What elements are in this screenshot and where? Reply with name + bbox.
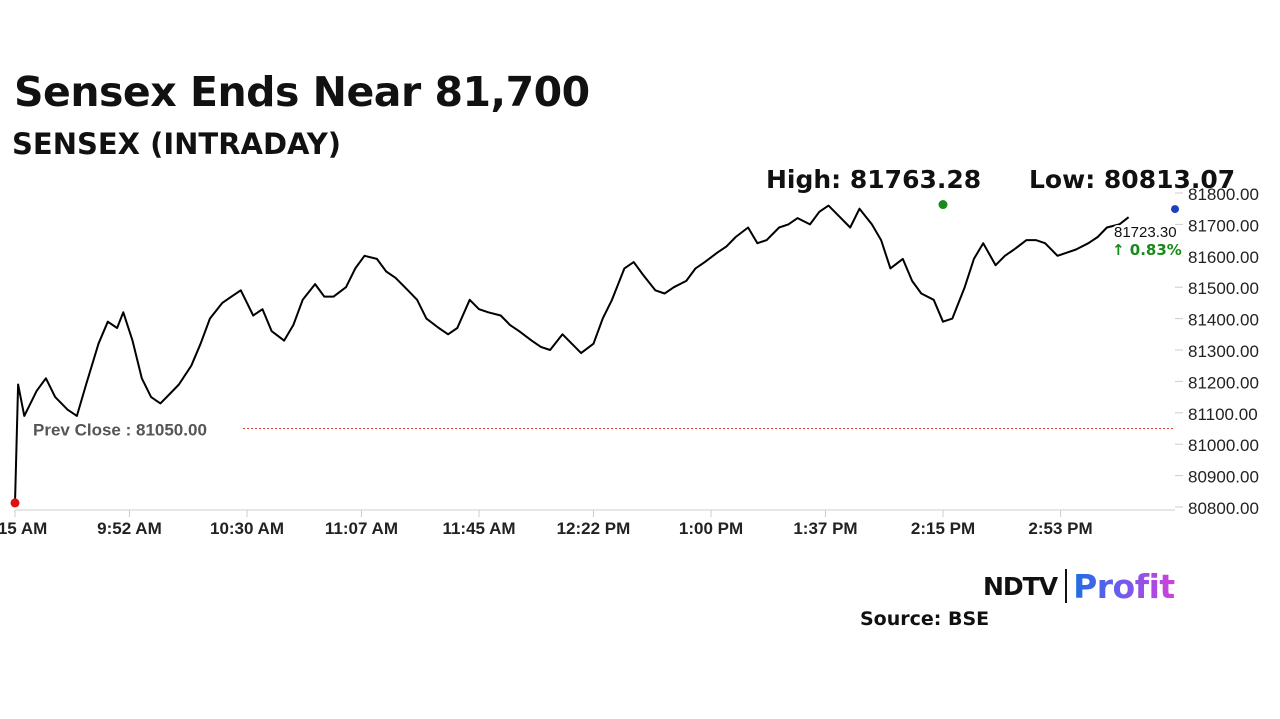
y-tick-label: 81500.00 — [1188, 279, 1259, 298]
y-tick-label: 80900.00 — [1188, 468, 1259, 487]
logo-divider — [1065, 569, 1068, 603]
logo-ndtv-text: NDTV — [983, 571, 1058, 601]
chart-axes: 81800.00 81700.00 81600.00 81500.00 81400.00… — [0, 185, 1259, 538]
source-note: Source: BSE — [860, 608, 990, 630]
chart-subtitle: SENSEX (INTRADAY) — [12, 127, 341, 161]
x-tick-label: 11:07 AM — [325, 519, 398, 538]
last-price-marker — [1171, 205, 1179, 214]
chart-headline: Sensex Ends Near 81,700 — [14, 68, 590, 116]
y-tick-label: 81100.00 — [1188, 405, 1258, 424]
prev-close-label: Prev Close : 81050.00 — [33, 421, 207, 440]
y-tick-label: 81800.00 — [1188, 185, 1259, 204]
x-tick-label: 10:30 AM — [210, 519, 284, 538]
day-high-marker — [938, 200, 948, 210]
y-tick-label: 81400.00 — [1188, 311, 1259, 330]
ndtv-profit-logo: NDTV Profit — [983, 566, 1175, 606]
y-tick-label: 81600.00 — [1188, 248, 1259, 267]
x-tick-label: 2:53 PM — [1028, 519, 1092, 538]
y-tick-label: 81700.00 — [1188, 216, 1259, 235]
logo-profit-text: Profit — [1073, 566, 1175, 606]
y-tick-label: 80800.00 — [1188, 499, 1259, 518]
sensex-price-line — [14, 204, 1130, 503]
x-tick-label: 9:52 AM — [97, 519, 162, 538]
day-low-label: Low: 80813.07 — [1029, 165, 1236, 194]
plot-area: Prev Close : 81050.00 81723.30↑ 0.83% — [10, 200, 1184, 508]
y-tick-label: 81200.00 — [1188, 373, 1259, 392]
x-tick-label: 11:45 AM — [442, 519, 515, 538]
x-tick-label: 2:15 PM — [911, 519, 975, 538]
day-high-label: High: 81763.28 — [766, 165, 982, 194]
percent-change-label: ↑ 0.83% — [1112, 241, 1182, 259]
day-low-marker — [10, 498, 20, 508]
x-tick-label: 9:15 AM — [0, 519, 47, 538]
x-tick-label: 1:37 PM — [793, 519, 857, 538]
y-tick-label: 81300.00 — [1188, 342, 1259, 361]
last-price-label: 81723.30 — [1114, 224, 1177, 241]
y-tick-label: 81000.00 — [1188, 436, 1259, 455]
x-tick-label: 12:22 PM — [557, 519, 631, 538]
x-tick-label: 1:00 PM — [679, 519, 743, 538]
